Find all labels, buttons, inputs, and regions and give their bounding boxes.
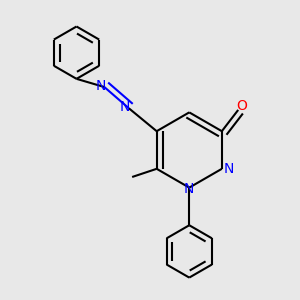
Text: N: N [95,79,106,93]
Text: O: O [236,99,247,113]
Text: N: N [184,182,194,196]
Text: N: N [224,162,234,176]
Text: N: N [120,100,130,114]
